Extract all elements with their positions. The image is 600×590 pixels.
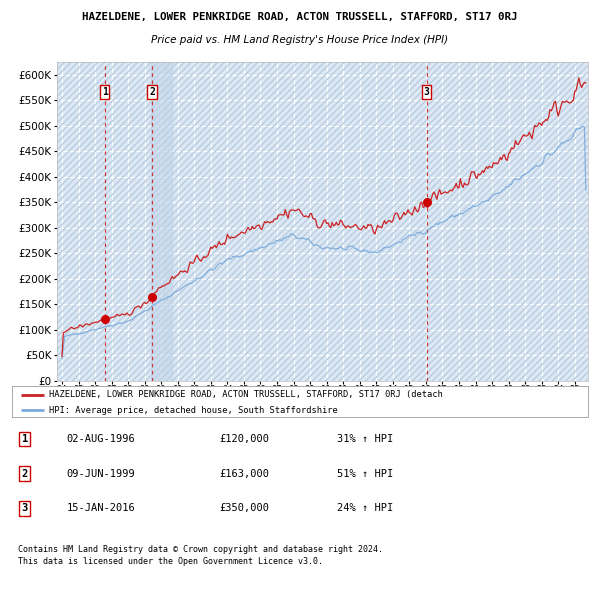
- Text: 02-AUG-1996: 02-AUG-1996: [67, 434, 136, 444]
- Text: 51% ↑ HPI: 51% ↑ HPI: [337, 469, 394, 478]
- Text: £163,000: £163,000: [220, 469, 269, 478]
- Text: £350,000: £350,000: [220, 503, 269, 513]
- Text: 3: 3: [424, 87, 430, 97]
- Text: 2: 2: [22, 469, 28, 478]
- Text: 1: 1: [102, 87, 107, 97]
- Text: HPI: Average price, detached house, South Staffordshire: HPI: Average price, detached house, Sout…: [49, 406, 338, 415]
- Text: HAZELDENE, LOWER PENKRIDGE ROAD, ACTON TRUSSELL, STAFFORD, ST17 0RJ: HAZELDENE, LOWER PENKRIDGE ROAD, ACTON T…: [82, 12, 518, 21]
- Text: 2: 2: [149, 87, 155, 97]
- Text: 3: 3: [22, 503, 28, 513]
- Text: 1: 1: [22, 434, 28, 444]
- Text: Contains HM Land Registry data © Crown copyright and database right 2024.: Contains HM Land Registry data © Crown c…: [18, 545, 383, 555]
- Text: 31% ↑ HPI: 31% ↑ HPI: [337, 434, 394, 444]
- Bar: [151, 62, 172, 381]
- Text: HAZELDENE, LOWER PENKRIDGE ROAD, ACTON TRUSSELL, STAFFORD, ST17 0RJ (detach: HAZELDENE, LOWER PENKRIDGE ROAD, ACTON T…: [49, 390, 443, 399]
- Text: 09-JUN-1999: 09-JUN-1999: [67, 469, 136, 478]
- Text: 15-JAN-2016: 15-JAN-2016: [67, 503, 136, 513]
- Text: £120,000: £120,000: [220, 434, 269, 444]
- Text: 24% ↑ HPI: 24% ↑ HPI: [337, 503, 394, 513]
- Text: Price paid vs. HM Land Registry's House Price Index (HPI): Price paid vs. HM Land Registry's House …: [151, 35, 449, 45]
- Text: This data is licensed under the Open Government Licence v3.0.: This data is licensed under the Open Gov…: [18, 557, 323, 566]
